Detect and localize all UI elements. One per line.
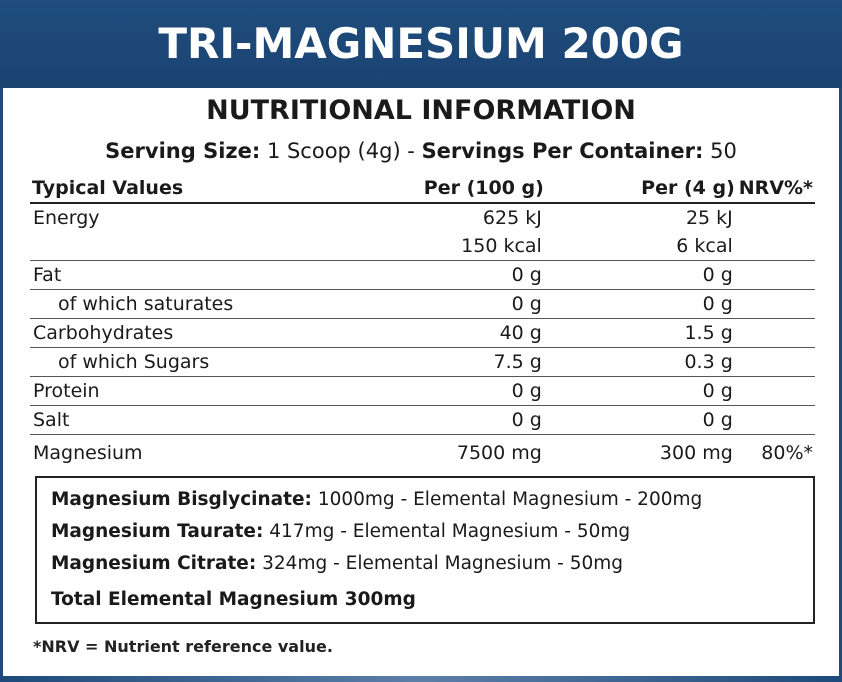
row-name: Magnesium: [30, 434, 390, 471]
row-per4: 0 g: [545, 376, 737, 406]
serving-size-label: Serving Size:: [105, 139, 261, 163]
col-header-per-4g: Per (4 g): [545, 174, 737, 204]
row-name: Carbohydrates: [30, 318, 390, 348]
product-title: TRI-MAGNESIUM 200G: [158, 19, 684, 68]
row-per4: 300 mg: [545, 434, 737, 471]
total-elemental-magnesium: Total Elemental Magnesium 300mg: [51, 589, 416, 610]
mineral-detail: 417mg - Elemental Magnesium - 50mg: [263, 521, 631, 542]
table-row: Magnesium 7500 mg 300 mg 80%*: [30, 434, 815, 471]
mineral-label: Magnesium Taurate:: [51, 521, 264, 542]
row-per100: 625 kJ: [482, 207, 542, 229]
row-nrv: [737, 406, 815, 435]
table-row: of which saturates 0 g 0 g: [30, 289, 815, 319]
row-name: Protein: [30, 376, 390, 406]
row-per4: 1.5 g: [545, 318, 737, 348]
table-row: Fat 0 g 0 g: [30, 260, 815, 290]
mineral-label: Magnesium Bisglycinate:: [51, 489, 312, 510]
nutrition-heading: NUTRITIONAL INFORMATION: [206, 95, 636, 126]
serving-size-value: 1 Scoop (4g) -: [260, 139, 422, 163]
row-nrv: [736, 347, 815, 377]
table-header-row: Typical Values Per (100 g) Per (4 g) NRV…: [30, 174, 815, 204]
table-row: Carbohydrates 40 g 1.5 g: [30, 318, 815, 348]
magnesium-sources-box: Magnesium Bisglycinate: 1000mg - Element…: [35, 476, 815, 624]
row-nrv: [736, 260, 815, 290]
table-row: of which Sugars 7.5 g 0.3 g: [30, 347, 815, 377]
row-per4: 0 g: [545, 260, 737, 290]
nutrition-table: Typical Values Per (100 g) Per (4 g) NRV…: [30, 174, 815, 471]
row-per100: 0 g: [389, 289, 546, 319]
servings-per-container-label: Servings Per Container:: [421, 139, 704, 163]
row-per100: 40 g: [389, 318, 546, 348]
row-per4: 0 g: [545, 289, 737, 319]
row-per100: 150 kcal: [389, 232, 546, 261]
mineral-detail: 1000mg - Elemental Magnesium - 200mg: [311, 489, 703, 510]
row-name: of which saturates: [30, 289, 390, 319]
list-item: Magnesium Taurate: 417mg - Elemental Mag…: [51, 518, 813, 550]
row-per100: 0 g: [389, 376, 546, 406]
row-nrv: [736, 232, 815, 261]
servings-per-container-value: 50: [703, 139, 737, 163]
row-nrv: 80%*: [736, 434, 815, 471]
list-item: Magnesium Bisglycinate: 1000mg - Element…: [51, 486, 813, 518]
table-row: Protein 0 g 0 g: [30, 376, 815, 406]
table-row: Energy 625 kJ 25 kJ: [30, 203, 815, 232]
mineral-label: Magnesium Citrate:: [51, 553, 257, 574]
row-nrv: [736, 289, 815, 319]
row-name: [30, 232, 390, 261]
row-per4: 0.3 g: [545, 347, 737, 377]
row-nrv: [736, 318, 815, 348]
bottom-border-bar: [0, 676, 842, 682]
nrv-footnote: *NRV = Nutrient reference value.: [33, 637, 333, 656]
mineral-detail: 324mg - Elemental Magnesium - 50mg: [256, 553, 624, 574]
row-per100: 0 g: [511, 409, 542, 431]
row-per100: 7.5 g: [389, 347, 546, 377]
row-name: Salt: [33, 409, 70, 431]
row-per4: 25 kJ: [685, 207, 733, 229]
serving-info: Serving Size: 1 Scoop (4g) - Servings Pe…: [0, 136, 842, 166]
col-header-typical-values: Typical Values: [30, 174, 390, 204]
row-nrv: [736, 376, 815, 406]
row-name: Fat: [30, 260, 390, 290]
row-name: of which Sugars: [30, 347, 390, 377]
table-row: Salt 0 g 0 g: [30, 406, 815, 435]
col-header-per-100g: Per (100 g): [389, 174, 546, 204]
row-nrv: [737, 203, 815, 232]
col-header-nrv: NRV%*: [736, 174, 815, 204]
row-name: Energy: [33, 207, 100, 229]
product-title-banner: TRI-MAGNESIUM 200G: [0, 0, 842, 88]
row-per4: 6 kcal: [545, 232, 737, 261]
row-per100: 7500 mg: [389, 434, 546, 471]
list-item: Magnesium Citrate: 324mg - Elemental Mag…: [51, 550, 813, 582]
row-per100: 0 g: [389, 260, 546, 290]
row-per4: 0 g: [702, 409, 733, 431]
table-row: 150 kcal 6 kcal: [30, 232, 815, 261]
